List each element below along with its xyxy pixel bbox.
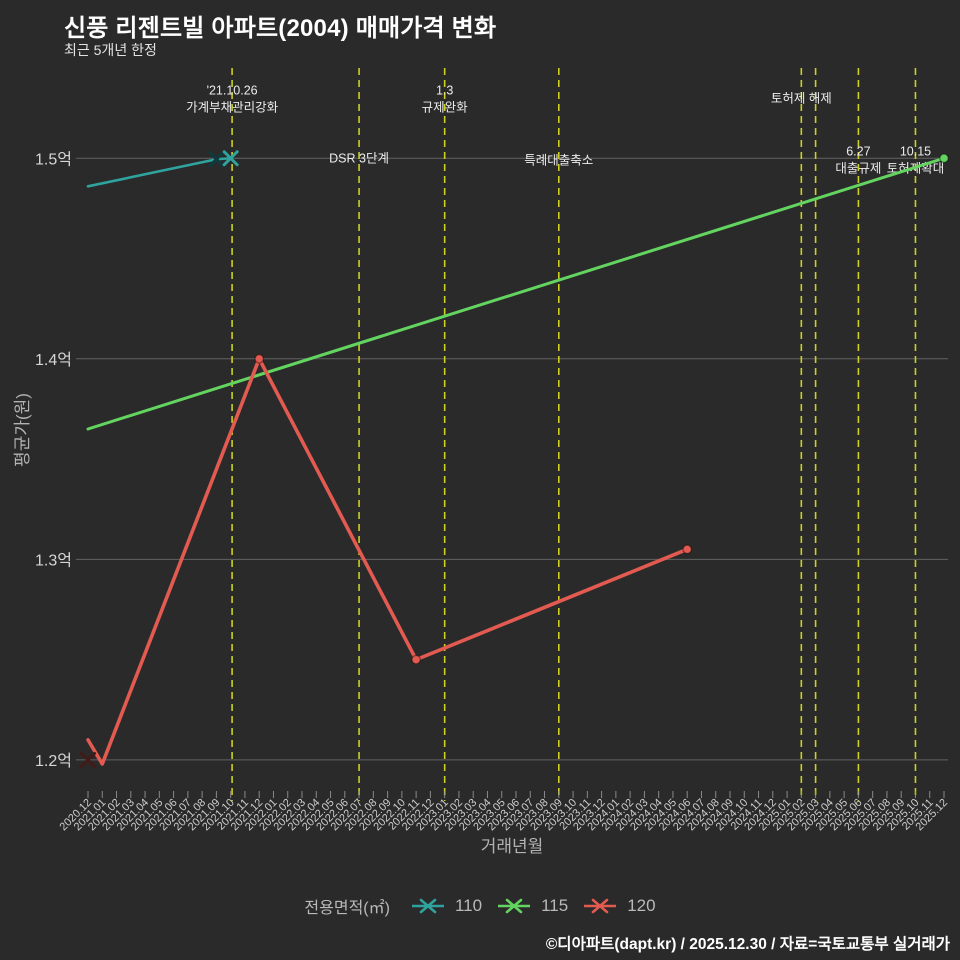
page-subtitle: 최근 5개년 한정 [64, 42, 157, 58]
event-annotation-label: 가계부채관리강화 [186, 101, 279, 115]
dot-marker-120 [411, 654, 422, 665]
markers-layer [80, 150, 949, 768]
x-axis-layer: 2020.122021.012021.022021.032021.042021.… [58, 791, 950, 833]
event-annotation-label: 특례대출축소 [524, 154, 593, 168]
legend-entry-115: 115 [496, 896, 568, 916]
event-annotation-label: 1.3 [436, 84, 453, 98]
event-annotation-label: 규제완화 [422, 101, 469, 115]
gridlines-layer: 1.2억 1.3억 1.4억 1.5억 [35, 150, 948, 770]
legend-entry-label: 110 [454, 896, 483, 915]
y-tick-label: 1.5억 [35, 150, 72, 168]
dot-marker-115 [939, 153, 949, 164]
dot-marker-120 [254, 353, 265, 364]
event-lines-layer [231, 68, 917, 801]
event-annotation-label: 10.15 [900, 145, 931, 159]
series-line-120 [86, 357, 690, 766]
event-annotation-label: 토허제 해제 [771, 92, 832, 106]
legend-entry-label: 120 [627, 896, 656, 915]
legend-title: 전용면적(㎡) [304, 900, 390, 917]
legend-entry-120: 120 [582, 896, 656, 916]
x-marker-120 [80, 751, 96, 768]
series-line-110 [86, 156, 232, 188]
legend: 전용면적(㎡) 110 115 120 [0, 893, 960, 919]
y-tick-label: 1.4억 [35, 351, 72, 369]
event-annotation-label: '21.10.26 [207, 84, 258, 98]
y-tick-label: 1.3억 [35, 551, 72, 569]
legend-marker-icon [584, 898, 617, 914]
dot-marker-120 [682, 544, 693, 555]
legend-marker-icon [498, 898, 531, 914]
price-line-chart: 1.2억 1.3억 1.4억 1.5억 '21.10.26 가계부채관리강화 DSR 3단… [13, 68, 950, 856]
legend-entry-110: 110 [410, 896, 482, 916]
event-annotation-label: DSR 3단계 [329, 152, 389, 166]
footer-credit: ©디아파트(dapt.kr) / 2025.12.30 / 자료=국토교통부 실… [545, 936, 950, 953]
page-title: 신풍 리젠트빌 아파트(2004) 매매가격 변화 [64, 15, 497, 42]
x-marker-110 [222, 150, 239, 167]
y-tick-label: 1.2억 [35, 752, 72, 770]
x-marker-110 [208, 151, 225, 168]
y-axis-title: 평균가(원) [13, 393, 32, 467]
legend-entry-label: 115 [541, 896, 569, 915]
series-line-115 [86, 156, 946, 431]
x-axis-title: 거래년월 [481, 837, 544, 856]
legend-marker-icon [411, 898, 444, 914]
event-annotation-label: 대출규제 [835, 162, 881, 176]
event-annotation-label: 6.27 [846, 145, 870, 159]
